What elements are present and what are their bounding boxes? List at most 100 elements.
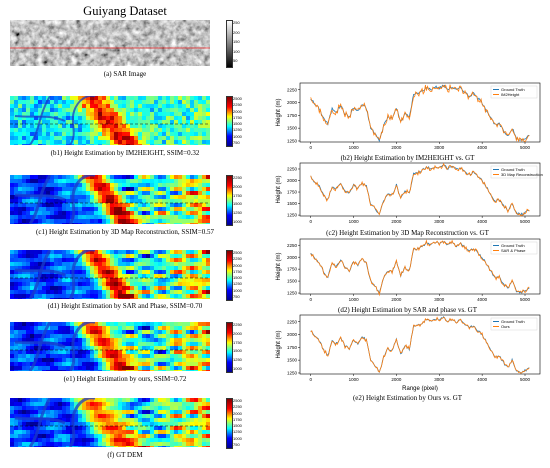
height-map-c1-graphic <box>10 175 210 224</box>
legend-label: Ground Truth <box>501 319 525 324</box>
height-colorbar-tick: 1750 <box>233 416 242 422</box>
x-tick-label: 0 <box>309 219 312 224</box>
y-tick-label: 2000 <box>287 332 298 337</box>
y-tick-label: 1250 <box>287 139 298 144</box>
height-colorbar-tick: 1500 <box>233 275 242 281</box>
x-tick-label: 2000 <box>391 145 402 150</box>
height-map-e1-graphic <box>10 322 210 371</box>
height-colorbar <box>226 322 233 373</box>
legend-label: Ours <box>501 324 510 329</box>
height-colorbar-tick: 2250 <box>233 175 242 180</box>
height-colorbar-tick: 1000 <box>233 435 242 441</box>
height-map-b1-graphic <box>10 96 210 145</box>
height-colorbar-tick: 2500 <box>233 398 242 403</box>
height-colorbar-tick: 2500 <box>233 250 242 255</box>
height-colorbar-tick: 1750 <box>233 114 242 120</box>
y-tick-label: 1750 <box>287 113 298 118</box>
height-colorbar-tick: 2250 <box>233 322 242 327</box>
caption-d1: (d1) Height Estimation by SAR and Phase,… <box>47 302 203 310</box>
legend-box <box>490 317 538 331</box>
x-tick-label: 5000 <box>520 145 531 150</box>
x-tick-label: 1000 <box>349 145 360 150</box>
height-colorbar-tick: 1000 <box>233 219 242 224</box>
legend-box <box>490 241 538 255</box>
legend-box <box>490 85 538 99</box>
plot-frame <box>299 82 541 143</box>
profile-chart-c2: 0 1000 2000 3000 4000 5000 1250 1500 1750 2000 225… <box>276 162 543 224</box>
height-colorbar-tick: 2500 <box>233 96 242 101</box>
y-tick-label: 2250 <box>287 243 298 248</box>
caption-e1: (e1) Height Estimation by ours, SSIM=0.7… <box>63 375 187 383</box>
height-colorbar-tick: 1750 <box>233 192 242 198</box>
estimate-line <box>310 84 530 143</box>
page-title: Guiyang Dataset <box>83 4 167 18</box>
legend-label: SAR & Phase <box>501 248 526 253</box>
legend-label: Ground Truth <box>501 167 525 172</box>
height-colorbar-tick: 1500 <box>233 121 242 127</box>
height-colorbar-tick: 1250 <box>233 357 242 363</box>
y-tick-label: 2000 <box>287 255 298 260</box>
x-tick-label: 2000 <box>391 219 402 224</box>
height-colorbar-tick: 2000 <box>233 410 242 416</box>
y-tick-label: 1750 <box>287 267 298 272</box>
height-colorbar-tick: 2250 <box>233 404 242 410</box>
height-colorbar-tick: 1250 <box>233 127 242 133</box>
sar-colorbar-tick: 250 <box>233 20 240 25</box>
legend-box <box>490 165 538 179</box>
height-colorbar-tick: 750 <box>233 442 240 447</box>
y-tick-label: 2250 <box>287 87 298 92</box>
x-tick-label: 3000 <box>434 377 445 382</box>
y-axis-label: Height (m) <box>276 98 282 126</box>
y-tick-label: 1250 <box>287 291 298 296</box>
y-tick-label: 1500 <box>287 279 298 284</box>
profile-chart-b2: 0 1000 2000 3000 4000 5000 1250 1500 1750 2000 225… <box>276 82 541 150</box>
legend-label: Ground Truth <box>501 243 525 248</box>
height-map-d1-graphic <box>10 250 210 299</box>
height-colorbar-tick: 2250 <box>233 256 242 262</box>
height-map-b1 <box>10 96 210 145</box>
sar-colorbar-tick: 150 <box>233 39 240 44</box>
x-tick-label: 1000 <box>349 219 360 224</box>
y-tick-label: 1500 <box>287 126 298 131</box>
y-tick-label: 1750 <box>287 345 298 350</box>
x-tick-label: 5000 <box>520 377 531 382</box>
height-colorbar-tick: 2000 <box>233 183 242 189</box>
caption-a: (a) SAR Image <box>103 70 147 78</box>
profile-chart-e2: 0 1000 2000 3000 4000 5000 1250 1500 1750 2000 225… <box>276 314 541 392</box>
caption-c1: (c1) Height Estimation by 3D Map Reconst… <box>36 228 214 236</box>
y-tick-label: 1250 <box>287 371 298 376</box>
y-axis-label: Height (m) <box>276 175 282 203</box>
y-tick-label: 1250 <box>287 213 298 218</box>
x-tick-label: 2000 <box>391 377 402 382</box>
height-colorbar-tick: 1000 <box>233 366 242 371</box>
sar-colorbar-tick: 50 <box>233 58 238 63</box>
x-tick-label: 3000 <box>434 145 445 150</box>
plot-frame <box>299 162 541 217</box>
estimate-line <box>310 316 530 374</box>
sar-colorbar-tick: 100 <box>233 48 240 54</box>
y-tick-label: 2000 <box>287 100 298 105</box>
y-tick-label: 2250 <box>287 167 298 172</box>
x-axis-label: Range (pixel) <box>402 386 438 392</box>
height-colorbar-tick: 1000 <box>233 287 242 293</box>
y-tick-label: 2000 <box>287 178 298 183</box>
height-colorbar-tick: 1250 <box>233 429 242 435</box>
y-tick-label: 1500 <box>287 201 298 206</box>
estimate-line <box>310 162 530 217</box>
caption-b2: (b2) Height Estimation by IM2HEIGHT vs. … <box>340 154 475 162</box>
x-tick-label: 4000 <box>477 297 488 302</box>
height-colorbar-tick: 1250 <box>233 281 242 287</box>
caption-b1: (b1) Height Estimation by IM2HEIGHT, SSI… <box>50 149 200 157</box>
caption-d2: (d2) Height Estimation by SAR and phase … <box>337 306 477 314</box>
height-colorbar-tick: 1500 <box>233 201 242 207</box>
x-tick-label: 0 <box>309 377 312 382</box>
height-colorbar-tick: 750 <box>233 294 240 299</box>
legend-label: 3D Map Reconstruction <box>501 172 543 177</box>
estimate-line <box>310 239 530 297</box>
caption-c2: (c2) Height Estimation by 3D Map Reconst… <box>326 229 489 237</box>
height-colorbar-tick: 1250 <box>233 210 242 216</box>
plot-frame <box>299 314 541 375</box>
height-map-e1 <box>10 322 210 371</box>
y-tick-label: 2250 <box>287 319 298 324</box>
y-axis-label: Height (m) <box>276 330 282 358</box>
